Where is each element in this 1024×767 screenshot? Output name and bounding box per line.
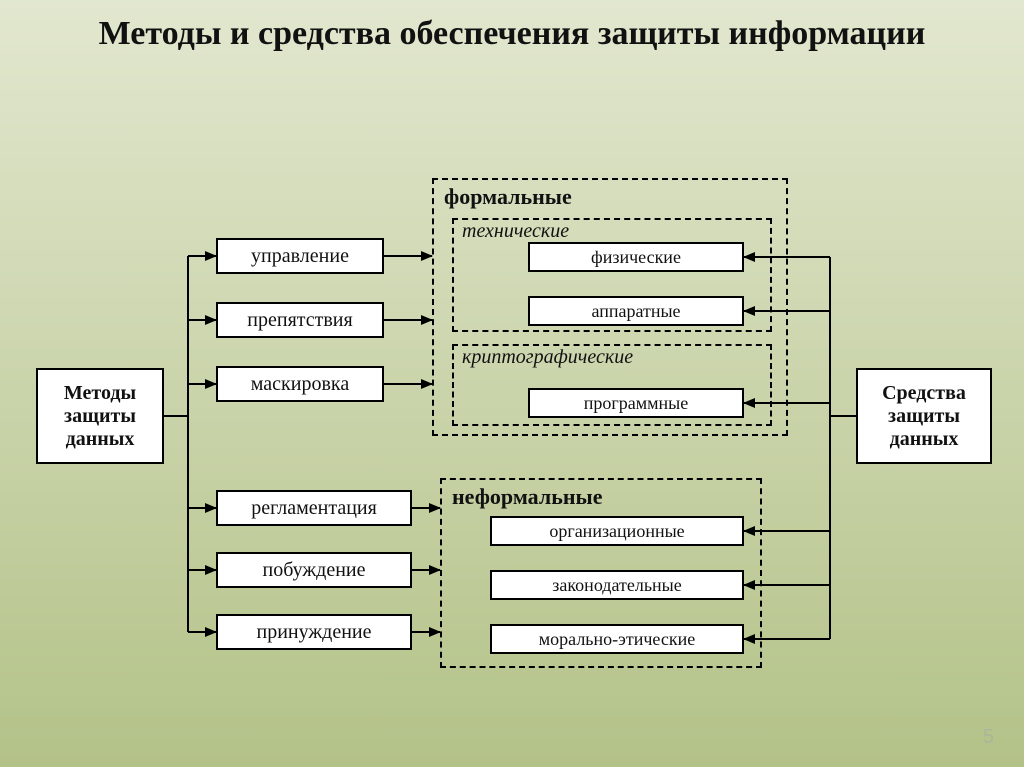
method-label: управление: [251, 245, 349, 268]
method-motivation: побуждение: [216, 552, 412, 588]
means-moral-ethical: морально-этические: [490, 624, 744, 654]
means-physical: физические: [528, 242, 744, 272]
method-obstacles: препятствия: [216, 302, 384, 338]
group-informal-label: неформальные: [452, 484, 602, 510]
method-label: маскировка: [251, 373, 349, 396]
means-label: программные: [584, 393, 689, 414]
method-coercion: принуждение: [216, 614, 412, 650]
method-label: принуждение: [257, 621, 372, 644]
subgroup-technical-label: технические: [462, 220, 569, 243]
means-label: организационные: [549, 521, 684, 542]
method-masking: маскировка: [216, 366, 384, 402]
method-regulation: регламентация: [216, 490, 412, 526]
node-methods-label: Методы защиты данных: [44, 382, 156, 451]
node-means: Средства защиты данных: [856, 368, 992, 464]
means-organizational: организационные: [490, 516, 744, 546]
node-methods: Методы защиты данных: [36, 368, 164, 464]
means-label: морально-этические: [539, 629, 695, 650]
means-hardware: аппаратные: [528, 296, 744, 326]
method-label: препятствия: [247, 309, 352, 332]
method-label: побуждение: [262, 559, 365, 582]
node-means-label: Средства защиты данных: [864, 382, 984, 451]
means-label: физические: [591, 247, 681, 268]
page-number: 5: [983, 726, 994, 749]
method-label: регламентация: [251, 497, 377, 520]
means-label: аппаратные: [591, 301, 680, 322]
method-management: управление: [216, 238, 384, 274]
slide-title: Методы и средства обеспечения защиты инф…: [0, 14, 1024, 54]
subgroup-crypto-label: криптографические: [462, 346, 633, 369]
means-label: законодательные: [552, 575, 682, 596]
means-software: программные: [528, 388, 744, 418]
means-legislative: законодательные: [490, 570, 744, 600]
group-formal-label: формальные: [444, 184, 572, 210]
